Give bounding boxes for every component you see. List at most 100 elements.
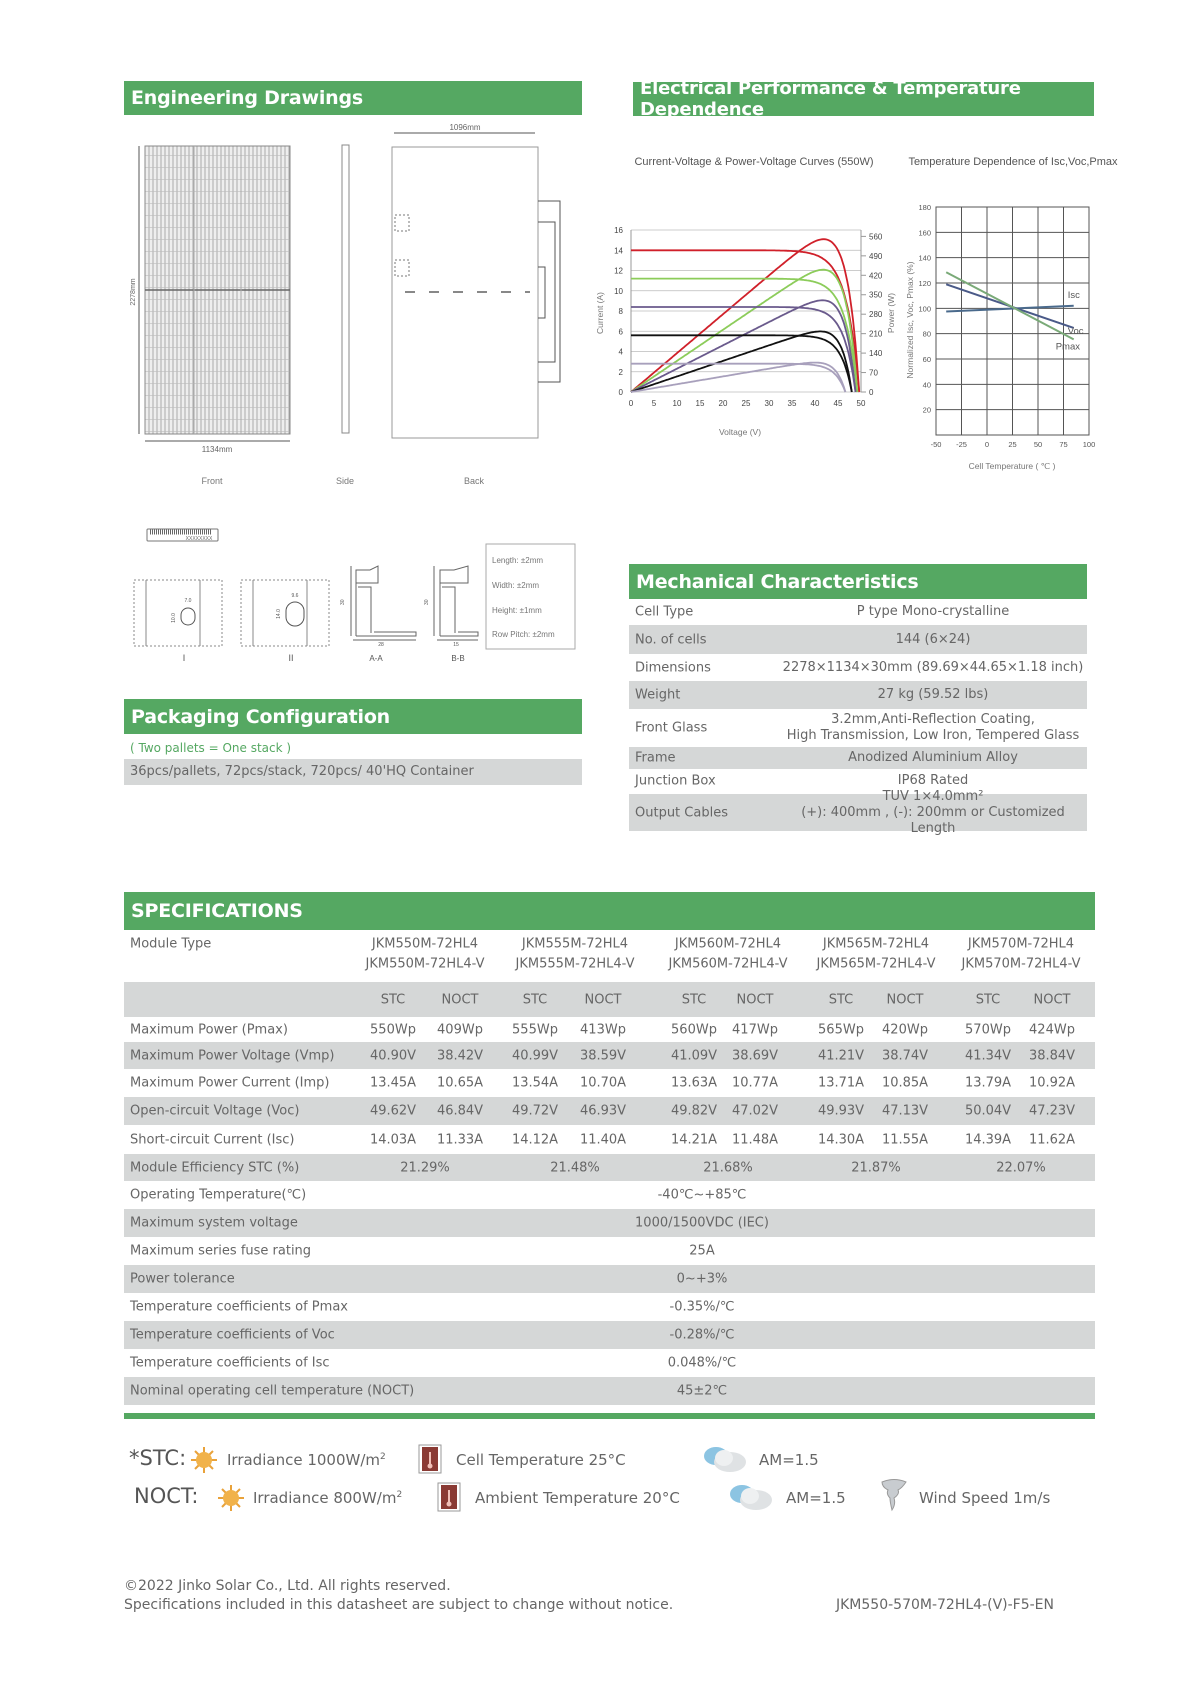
mechanical-value: 2278×1134×30mm (89.69×44.65×1.18 inch) — [779, 660, 1087, 676]
label-back: Back — [464, 476, 485, 486]
iv-y2-tick: 140 — [869, 349, 883, 358]
temp-x-tick: -25 — [956, 440, 967, 449]
temp-y-tick: 180 — [918, 203, 931, 212]
iv-y-tick: 14 — [614, 246, 623, 255]
spec-value: 14.12A — [511, 1132, 559, 1147]
spec-label: Maximum system voltage — [130, 1215, 298, 1231]
iv-y-tick: 12 — [614, 267, 623, 276]
svg-text:28: 28 — [378, 642, 384, 648]
model-name-v: JKM570M-72HL4-V — [961, 956, 1081, 972]
spec-value: 14.30A — [817, 1132, 865, 1147]
mechanical-value: Anodized Aluminium Alloy — [779, 750, 1087, 766]
spec-value: -0.28%/℃ — [669, 1327, 735, 1343]
model-name: JKM555M-72HL4 — [521, 936, 629, 952]
spec-value: 409Wp — [437, 1022, 483, 1037]
noct-header: NOCT — [886, 992, 924, 1007]
model-name-v: JKM560M-72HL4-V — [668, 956, 788, 972]
section-bb-drawing: 30 15 B-B — [424, 565, 479, 663]
spec-label: Module Efficiency STC (%) — [130, 1160, 300, 1175]
dim-width-back: 1096mm — [449, 123, 480, 132]
spec-value: 41.21V — [817, 1048, 865, 1063]
barcode-drawing: XXXXXXXX — [146, 528, 219, 542]
temp-y-tick: 60 — [923, 355, 931, 364]
mechanical-label: Frame — [635, 750, 676, 766]
spec-common-row: Maximum system voltage 1000/1500VDC (IEC) — [124, 1209, 1095, 1237]
stc-irradiance: Irradiance 1000W/m — [227, 1451, 380, 1469]
spec-value: 38.84V — [1028, 1048, 1076, 1063]
iv-curve-4 — [631, 362, 847, 393]
barcode-text: XXXXXXXX — [186, 536, 213, 542]
spec-value: 47.23V — [1028, 1103, 1076, 1119]
mechanical-row: Front Glass 3.2mm,Anti-Reflection Coating… — [629, 709, 1087, 747]
mechanical-value: 27 kg (59.52 lbs) — [779, 687, 1087, 703]
spec-value: 45±2℃ — [676, 1383, 728, 1399]
model-name: JKM570M-72HL4 — [967, 936, 1075, 952]
svg-text:30: 30 — [424, 599, 430, 605]
efficiency-value: 21.29% — [400, 1160, 450, 1175]
engineering-drawings-heading: Engineering Drawings — [124, 81, 582, 115]
iv-x-tick: 25 — [742, 399, 751, 408]
pv-curve-2 — [630, 299, 857, 393]
svg-text:7.0: 7.0 — [185, 598, 192, 604]
spec-value: 0.048%/℃ — [667, 1355, 737, 1371]
svg-text:9.6: 9.6 — [292, 593, 299, 599]
module-type-row: Module Type JKM550M-72HL4 JKM550M-72HL4-V J… — [124, 930, 1095, 982]
spec-value: 570Wp — [965, 1022, 1011, 1037]
spec-common-row: Nominal operating cell temperature (NOCT… — [124, 1377, 1095, 1405]
noct-header: NOCT — [441, 992, 479, 1007]
spec-label: Temperature coefficients of Isc — [130, 1355, 330, 1371]
spec-value: 38.69V — [731, 1048, 779, 1063]
temp-x-tick: -50 — [931, 440, 942, 449]
spec-value: 41.34V — [964, 1048, 1012, 1063]
iv-y-tick: 4 — [619, 348, 624, 357]
temp-line-pmax — [945, 271, 1075, 341]
spec-value: 10.77A — [731, 1075, 779, 1091]
model-name-v: JKM550M-72HL4-V — [365, 956, 485, 972]
section-bb-label: B-B — [451, 654, 464, 663]
iv-y-tick: 10 — [614, 287, 623, 296]
spec-value: 38.42V — [436, 1048, 484, 1063]
mechanical-label: Front Glass — [635, 720, 708, 736]
spec-value: 13.63A — [670, 1075, 718, 1091]
sun-icon — [218, 1485, 244, 1511]
mechanical-value-line: (+): 400mm , (-): 200mm or Customized Le… — [801, 804, 1065, 836]
mechanical-value: IP68 Rated — [779, 773, 1087, 789]
tolerance-length: Length: ±2mm — [492, 556, 543, 565]
pv-curve-3 — [630, 330, 853, 393]
iv-y-tick: 6 — [619, 327, 624, 336]
specifications-heading: SPECIFICATIONS — [124, 892, 1095, 930]
temp-line-isc — [946, 304, 1074, 313]
svg-text:30: 30 — [340, 599, 346, 605]
iv-x-tick: 35 — [788, 399, 797, 408]
spec-value: 13.79A — [964, 1075, 1012, 1091]
spec-value: 10.92A — [1028, 1075, 1076, 1091]
temp-y-tick: 160 — [918, 228, 931, 237]
noct-header: NOCT — [1033, 992, 1071, 1007]
spec-value: 11.48A — [731, 1132, 779, 1147]
copyright: ©2022 Jinko Solar Co., Ltd. All rights r… — [124, 1578, 451, 1594]
stc-am: AM=1.5 — [759, 1451, 819, 1469]
specifications-table: Module Type JKM550M-72HL4 JKM550M-72HL4-V J… — [124, 930, 1095, 1420]
iv-curve-0 — [631, 249, 861, 393]
label-front: Front — [201, 476, 223, 486]
efficiency-value: 21.48% — [550, 1160, 600, 1175]
mechanical-value: 144 (6×24) — [779, 632, 1087, 648]
iv-x-tick: 0 — [629, 399, 634, 408]
mechanical-value-line: 144 (6×24) — [895, 631, 971, 647]
wind-icon — [881, 1479, 907, 1512]
mechanical-value-line: P type Mono-crystalline — [856, 604, 1010, 619]
spec-label: Maximum Power Voltage (Vmp) — [130, 1048, 335, 1063]
spec-common-row: Temperature coefficients of Voc -0.28%/℃ — [124, 1321, 1095, 1349]
spec-value: 13.71A — [817, 1075, 865, 1091]
mechanical-row: Output Cables TUV 1×4.0mm² (+): 400mm , (-… — [629, 789, 1087, 836]
mechanical-row: No. of cells 144 (6×24) — [629, 625, 1087, 654]
stc-header: STC — [828, 992, 854, 1007]
iv-curve-1 — [631, 277, 859, 393]
iv-y2-tick: 210 — [869, 330, 883, 339]
module-type-label: Module Type — [130, 936, 212, 952]
spec-label: Operating Temperature(℃) — [130, 1187, 307, 1203]
temp-x-label: Cell Temperature ( ℃ ) — [969, 461, 1056, 471]
section-ii-drawing: 9.6 14.0 II — [240, 579, 330, 663]
spec-value: 10.65A — [436, 1075, 484, 1091]
stc-header: STC — [522, 992, 548, 1007]
